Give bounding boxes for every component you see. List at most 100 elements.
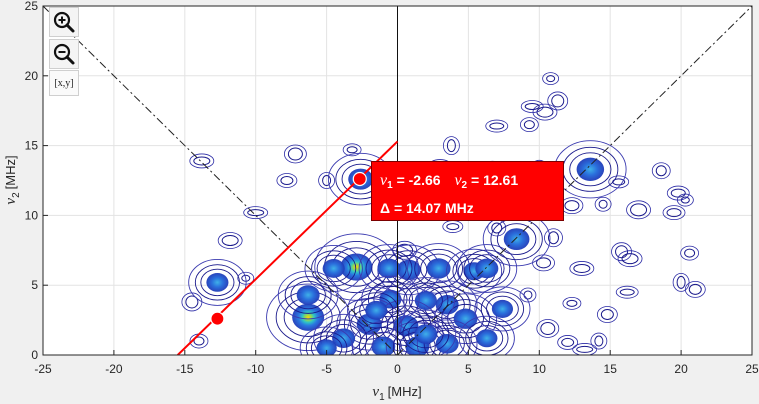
contour-island-outer	[662, 205, 686, 221]
contour-island-outer	[596, 306, 618, 323]
y-tick-label: 10	[25, 208, 39, 222]
contour-island	[594, 335, 604, 347]
contour-island	[546, 75, 556, 83]
contour-island-outer	[569, 261, 595, 276]
datatip-nu1: = -2.66	[396, 172, 441, 188]
contour-island-outer	[284, 144, 307, 164]
peak	[365, 300, 388, 320]
peak-contour	[277, 270, 339, 320]
contour-island	[655, 165, 667, 177]
peak-contour	[416, 319, 478, 355]
peak-contour	[305, 331, 348, 355]
contour-island	[676, 275, 686, 289]
contour-island-outer	[442, 136, 460, 156]
contour-island	[621, 253, 639, 265]
datatip[interactable]: ν1 = -2.66 ν2 = 12.61 Δ = 14.07 MHz	[371, 161, 564, 221]
datatip-button[interactable]: [x,y]	[49, 70, 79, 96]
contour-island-outer	[519, 117, 539, 133]
datatip-coordinates: ν1 = -2.66 ν2 = 12.61	[380, 172, 519, 191]
datatip-button-label: [x,y]	[54, 77, 74, 89]
peak-contour	[469, 254, 505, 283]
peak-contour	[456, 244, 518, 293]
peak-contour	[313, 313, 374, 355]
contour-island-outer	[342, 143, 362, 157]
peak-contour	[359, 296, 394, 325]
peak-contour	[429, 329, 465, 355]
contour-island	[346, 146, 358, 154]
x-tick-label: 5	[465, 362, 472, 376]
peak	[476, 329, 498, 348]
datatip-delta-value: = 14.07 MHz	[393, 200, 474, 216]
contour-island	[280, 176, 294, 185]
contour-island-outer	[217, 232, 243, 249]
contour-island-outer	[544, 228, 563, 248]
peak	[296, 285, 320, 305]
contour-island-outer	[547, 91, 569, 111]
contour-island	[322, 175, 332, 186]
x-tick-label: -10	[247, 362, 265, 376]
zoom-in-icon	[53, 11, 75, 33]
peak	[453, 308, 478, 329]
y-tick-label: 0	[31, 348, 38, 362]
peak-contour	[188, 258, 247, 306]
x-tick-label: -25	[34, 362, 52, 376]
peak-contour	[304, 245, 363, 292]
contour-island	[666, 208, 682, 218]
contour-island	[598, 199, 608, 209]
x-tick-label: 0	[394, 362, 401, 376]
peak-contour	[200, 268, 235, 297]
contour-island-outer	[276, 173, 298, 188]
peak-contour	[284, 276, 332, 314]
peak	[393, 315, 419, 337]
contour-island	[630, 203, 648, 217]
peak-contour	[311, 250, 357, 287]
x-tick-label: 20	[674, 362, 688, 376]
peak	[340, 253, 373, 281]
contour-island	[193, 336, 205, 346]
zoom-out-button[interactable]	[49, 39, 79, 69]
contour-island-outer	[542, 72, 560, 85]
peak-contour	[365, 249, 413, 288]
diagonal-line	[397, 6, 752, 355]
x-tick-label: -20	[105, 362, 123, 376]
contour-island	[566, 299, 578, 307]
contour-island-outer	[608, 175, 630, 189]
datatip-nu2: = 12.61	[471, 172, 519, 188]
peak-contour	[395, 309, 457, 355]
peak	[377, 258, 401, 279]
peak	[491, 299, 514, 318]
contour-island	[247, 209, 265, 217]
peak-contour	[474, 286, 531, 332]
contour-island-outer	[666, 185, 690, 201]
peak-contour	[325, 323, 362, 353]
contour-island	[564, 200, 580, 212]
contour-island	[491, 222, 503, 234]
peaks	[188, 140, 627, 355]
peak	[316, 339, 337, 355]
contour-island	[547, 231, 559, 245]
peak-contour	[371, 254, 407, 283]
contour-island	[221, 235, 239, 247]
contour-island-outer	[562, 296, 582, 310]
y-tick-label: 5	[31, 278, 38, 292]
contour-island-outer	[485, 119, 509, 133]
contour-island	[561, 337, 575, 347]
x-tick-label: -15	[176, 362, 194, 376]
peak-contour	[465, 320, 509, 355]
contour-island-outer	[672, 273, 690, 292]
markers	[210, 171, 367, 326]
peak-contour	[194, 264, 240, 301]
contour-island	[193, 156, 211, 166]
y-axis-label: ν2[MHz]	[3, 155, 22, 204]
zoom-in-button[interactable]	[49, 7, 79, 37]
peak	[414, 324, 438, 344]
peak-contour	[408, 319, 444, 349]
x-axis-label: ν1 [MHz]	[372, 384, 421, 403]
contour-island	[684, 248, 696, 258]
contour-island-outer	[651, 162, 671, 180]
peak-contour	[463, 249, 511, 288]
contour-island	[670, 188, 686, 198]
y-tick-label: 15	[25, 139, 39, 153]
contour-island	[576, 345, 594, 353]
contour-island	[619, 288, 635, 296]
